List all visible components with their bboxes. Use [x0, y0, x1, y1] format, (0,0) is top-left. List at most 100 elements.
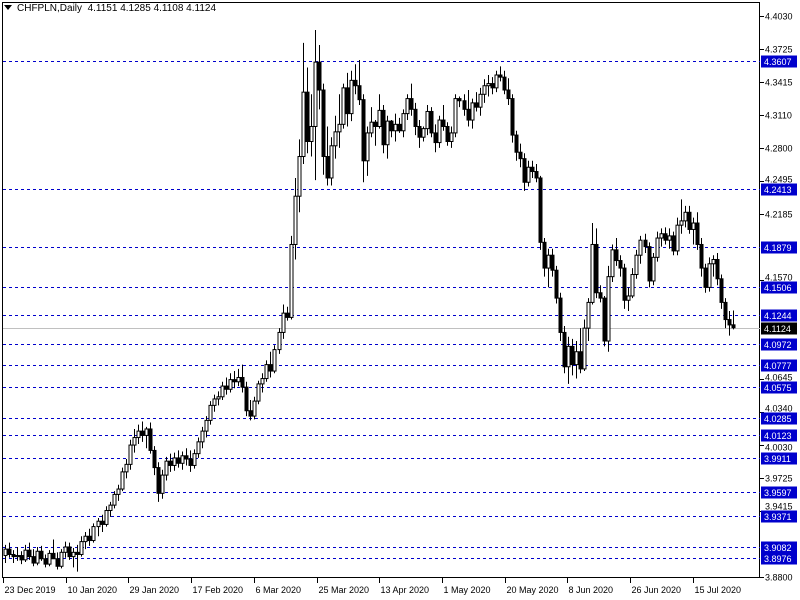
- candle-body-bull: [293, 195, 298, 245]
- candle: [723, 298, 728, 329]
- candle: [361, 94, 366, 183]
- candle: [474, 92, 479, 112]
- candle: [437, 115, 442, 148]
- candle-body-bull: [313, 61, 318, 127]
- candle-body-bear: [361, 99, 366, 162]
- candle-body-bear: [87, 535, 92, 542]
- level-label: 4.1879: [764, 243, 792, 253]
- candle-body-bear: [353, 79, 358, 87]
- candle-body-bull: [71, 551, 76, 558]
- candle: [731, 310, 736, 330]
- candle-body-bear: [622, 267, 627, 301]
- x-tick-label: 8 Jun 2020: [569, 585, 614, 595]
- candle-body-bull: [236, 376, 241, 383]
- candle: [562, 325, 567, 374]
- candle-body-bull: [301, 91, 306, 158]
- candle: [667, 228, 672, 249]
- candle-body-bull: [192, 453, 197, 466]
- candle: [466, 90, 471, 127]
- candle-body-bear: [550, 254, 555, 271]
- level-label-bg: [761, 183, 797, 196]
- candle-body-bull: [667, 235, 672, 241]
- candle-body-bear: [7, 548, 12, 555]
- candle-body-bull: [63, 546, 68, 553]
- candle: [305, 67, 310, 154]
- candle: [498, 66, 503, 82]
- candle-body-bull: [309, 125, 314, 143]
- candle: [172, 452, 177, 471]
- candle: [630, 268, 635, 299]
- candle: [216, 391, 221, 406]
- candle-body-bear: [240, 376, 245, 388]
- candle: [433, 124, 438, 153]
- candle-body-bear: [224, 385, 229, 390]
- y-tick-label: 4.2185: [765, 210, 793, 220]
- candle: [570, 338, 575, 376]
- candle: [643, 233, 648, 254]
- candle: [192, 449, 197, 469]
- candle-body-bull: [47, 552, 52, 565]
- candle: [55, 552, 60, 570]
- candle: [79, 536, 84, 557]
- level-label-bg: [761, 359, 797, 372]
- candle: [478, 87, 483, 116]
- candle-body-bull: [83, 535, 88, 543]
- y-tick-label: 4.3415: [765, 78, 793, 88]
- candle: [703, 263, 708, 293]
- candle-body-bear: [140, 430, 145, 436]
- candle-body-bull: [212, 398, 217, 406]
- candle: [449, 126, 454, 148]
- candle: [345, 72, 350, 127]
- candle-body-bear: [27, 549, 32, 558]
- candle-body-bull: [610, 249, 615, 278]
- candle: [429, 107, 434, 138]
- candle: [272, 345, 277, 374]
- candle-body-bear: [719, 278, 724, 303]
- candle: [373, 120, 378, 146]
- candle-body-bear: [305, 91, 310, 143]
- level-label: 4.0285: [764, 414, 792, 424]
- candle-body-bear: [232, 379, 237, 383]
- candle-body-bear: [244, 386, 249, 412]
- chart-title: CHFPLN,Daily 4.1151 4.1285 4.1108 4.1124: [4, 3, 216, 14]
- level-label-bg: [761, 309, 797, 322]
- candle-body-bear: [457, 98, 462, 102]
- y-tick-label: 4.3725: [765, 45, 793, 55]
- candle-body-bear: [445, 125, 450, 143]
- candle-body-bear: [715, 258, 720, 280]
- candle: [236, 368, 241, 387]
- y-tick-label: 4.3110: [765, 111, 792, 121]
- candle: [622, 263, 627, 309]
- candle-body-bear: [466, 108, 471, 121]
- candle-body-bear: [598, 292, 603, 299]
- candle-body-bull: [220, 385, 225, 398]
- candle-body-bear: [152, 449, 157, 469]
- level-label: 4.0972: [764, 340, 792, 350]
- candle-body-bull: [566, 345, 571, 368]
- triangle-down-icon[interactable]: [4, 5, 12, 10]
- candle-body-bear: [317, 61, 322, 91]
- candle: [321, 83, 326, 175]
- candle-body-bull: [638, 239, 643, 256]
- candle: [389, 120, 394, 138]
- candle: [188, 450, 193, 472]
- candle: [228, 373, 233, 393]
- candle: [47, 550, 52, 567]
- y-tick-label: 3.9415: [765, 502, 793, 512]
- candle: [558, 292, 563, 342]
- candle-body-bull: [691, 222, 696, 230]
- candle-body-bull: [252, 400, 257, 417]
- candle: [281, 304, 286, 339]
- candle-body-bear: [19, 555, 24, 561]
- candle-body-bear: [618, 260, 623, 269]
- candle: [63, 541, 68, 558]
- candle-body-bull: [144, 428, 149, 436]
- candle-body-bear: [39, 550, 44, 560]
- candle: [634, 249, 639, 279]
- candle-body-bear: [510, 98, 515, 136]
- candle: [108, 501, 113, 517]
- candle-body-bull: [453, 98, 458, 134]
- candle-body-bear: [514, 134, 519, 153]
- candle-body-bull: [128, 444, 133, 465]
